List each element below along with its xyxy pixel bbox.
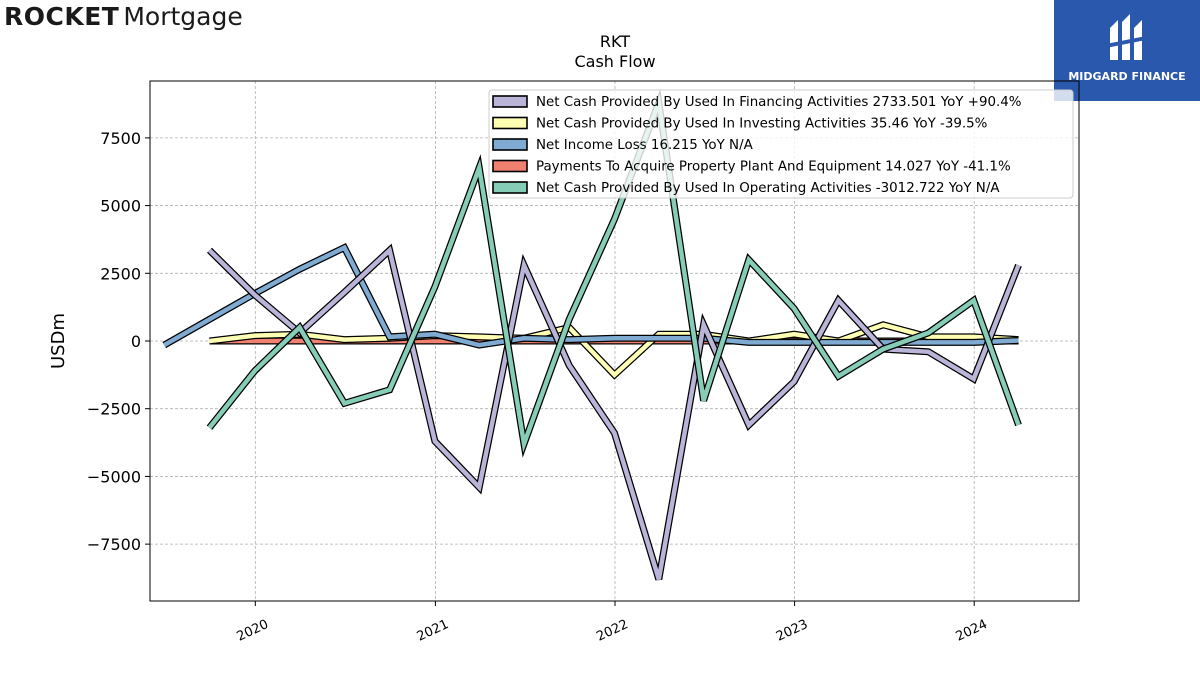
- x-tick-label: 2021: [415, 617, 451, 645]
- chart-subtitle: Cash Flow: [574, 52, 656, 71]
- legend-swatch: [492, 159, 528, 173]
- logo-brand-text: MIDGARD FINANCE: [1068, 70, 1186, 83]
- series-0: [207, 243, 1022, 581]
- y-tick-label: 2500: [100, 264, 141, 283]
- x-tick-label: 2020: [235, 617, 271, 645]
- legend-swatch: [492, 138, 528, 151]
- rocket-mortgage-logo: ROCKET Mortgage: [4, 2, 243, 31]
- legend-label: Net Cash Provided By Used In Operating A…: [536, 181, 1000, 196]
- midgard-finance-logo: MIDGARD FINANCE: [1054, 0, 1200, 101]
- y-tick-label: −2500: [87, 400, 141, 419]
- series-1: [209, 321, 1019, 380]
- legend-swatch: [492, 181, 528, 194]
- y-tick-label: 7500: [100, 129, 141, 148]
- y-tick-label: −5000: [87, 467, 141, 486]
- series-line: [209, 322, 1019, 379]
- chart-title-block: RKT Cash Flow: [415, 32, 815, 72]
- legend-label: Net Cash Provided By Used In Financing A…: [536, 95, 1022, 110]
- series-lines: [162, 88, 1022, 581]
- x-axis: 2020 2021 2022 2023 2024: [235, 601, 990, 645]
- legend-swatch: [492, 116, 528, 130]
- legend-label: Net Cash Provided By Used In Investing A…: [536, 117, 987, 132]
- y-tick-label: 0: [131, 332, 141, 351]
- chart-title: RKT: [599, 32, 631, 51]
- series-line: [207, 246, 1021, 580]
- series-line-outline: [207, 243, 1022, 581]
- legend: Net Cash Provided By Used In Financing A…: [488, 89, 1074, 199]
- series-4: [206, 88, 1022, 458]
- y-tick-label: 5000: [100, 197, 141, 216]
- y-axis-label: USDm: [48, 313, 69, 369]
- legend-label: Payments To Acquire Property Plant And E…: [536, 160, 1011, 175]
- legend-swatch: [492, 95, 528, 108]
- x-tick-label: 2022: [594, 617, 630, 645]
- series-line: [207, 93, 1021, 453]
- legend-box: [488, 89, 1074, 199]
- y-tick-label: −7500: [87, 535, 141, 554]
- y-axis: −7500 −5000 −2500 0 2500 5000 7500: [87, 129, 150, 554]
- legend-label: Net Income Loss 16.215 YoY N/A: [536, 138, 754, 153]
- x-tick-label: 2024: [954, 617, 990, 645]
- midgard-emblem-icon: [1106, 14, 1146, 60]
- logo-word-rocket: ROCKET: [4, 2, 120, 31]
- logo-word-mortgage: Mortgage: [123, 2, 243, 31]
- x-tick-label: 2023: [774, 617, 810, 645]
